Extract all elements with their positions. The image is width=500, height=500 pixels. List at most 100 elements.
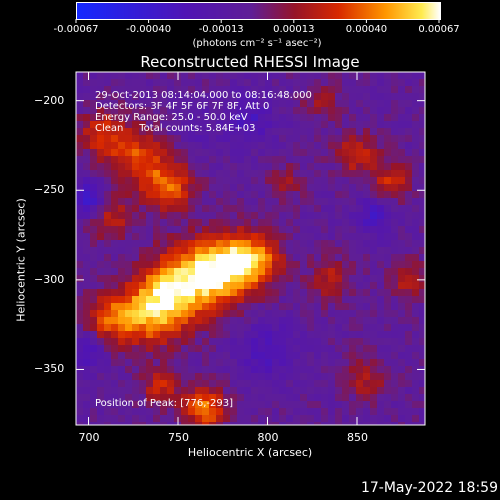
heatmap-cell <box>405 240 413 248</box>
heatmap-cell <box>258 373 266 381</box>
heatmap-cell <box>293 296 301 304</box>
heatmap-cell <box>335 422 343 425</box>
heatmap-cell <box>307 275 315 283</box>
heatmap-cell <box>342 86 350 94</box>
heatmap-cell <box>139 72 147 80</box>
heatmap-cell <box>384 212 392 220</box>
heatmap-cell <box>335 205 343 213</box>
heatmap-cell <box>90 247 98 255</box>
annotation-energy-range: Energy Range: 25.0 - 50.0 keV <box>95 112 248 123</box>
heatmap-cell <box>307 156 315 164</box>
heatmap-cell <box>125 163 133 171</box>
heatmap-cell <box>384 219 392 227</box>
plot-frame <box>75 71 426 426</box>
heatmap-cell <box>90 331 98 339</box>
heatmap-cell <box>174 352 182 360</box>
heatmap-cell <box>307 408 315 416</box>
heatmap-cell <box>153 107 161 115</box>
heatmap-cell <box>118 247 126 255</box>
heatmap-cell <box>167 282 175 290</box>
heatmap-cell <box>139 387 147 395</box>
heatmap-cell <box>237 135 245 143</box>
heatmap-cell <box>146 149 154 157</box>
heatmap-cell <box>237 128 245 136</box>
heatmap-cell <box>188 296 196 304</box>
heatmap-cell <box>412 310 420 318</box>
heatmap-cell <box>419 226 425 234</box>
heatmap-cell <box>405 303 413 311</box>
heatmap-cell <box>118 296 126 304</box>
heatmap-cell <box>174 156 182 164</box>
heatmap-cell <box>104 240 112 248</box>
heatmap-cell <box>244 79 252 87</box>
heatmap-cell <box>104 233 112 241</box>
heatmap-cell <box>146 261 154 269</box>
heatmap-cell <box>265 282 273 290</box>
heatmap-cell <box>356 296 364 304</box>
heatmap-cell <box>349 128 357 136</box>
heatmap-cell <box>321 135 329 143</box>
heatmap-cell <box>97 254 105 262</box>
heatmap-cell <box>349 366 357 374</box>
heatmap-cell <box>314 317 322 325</box>
heatmap-cell <box>349 163 357 171</box>
heatmap-cell <box>363 408 371 416</box>
heatmap-cell <box>265 149 273 157</box>
heatmap-cell <box>370 324 378 332</box>
heatmap-cell <box>97 359 105 367</box>
heatmap-cell <box>363 114 371 122</box>
heatmap-cell <box>328 380 336 388</box>
heatmap-cell <box>244 149 252 157</box>
heatmap-cell <box>363 275 371 283</box>
heatmap-cell <box>321 163 329 171</box>
heatmap-cell <box>139 156 147 164</box>
heatmap-cell <box>321 303 329 311</box>
heatmap-cell <box>370 72 378 80</box>
heatmap-cell <box>188 205 196 213</box>
heatmap-cell <box>202 226 210 234</box>
heatmap-cell <box>160 359 168 367</box>
heatmap-cell <box>139 79 147 87</box>
heatmap-cell <box>104 387 112 395</box>
heatmap-cell <box>391 401 399 409</box>
heatmap-cell <box>342 394 350 402</box>
heatmap-cell <box>377 345 385 353</box>
heatmap-cell <box>160 79 168 87</box>
heatmap-cell <box>307 282 315 290</box>
heatmap-cell <box>286 100 294 108</box>
heatmap-cell <box>230 401 238 409</box>
heatmap-cell <box>104 184 112 192</box>
heatmap-cell <box>83 205 91 213</box>
heatmap-cell <box>342 212 350 220</box>
heatmap-cell <box>356 121 364 129</box>
heatmap-cell <box>132 408 140 416</box>
heatmap-cell <box>111 303 119 311</box>
heatmap-cell <box>335 394 343 402</box>
heatmap-cell <box>146 373 154 381</box>
heatmap-cell <box>293 177 301 185</box>
heatmap-cell <box>328 401 336 409</box>
heatmap-cell <box>251 93 259 101</box>
heatmap-cell <box>265 170 273 178</box>
heatmap-cell <box>251 121 259 129</box>
heatmap-cell <box>398 107 406 115</box>
heatmap-cell <box>342 415 350 423</box>
heatmap-cell <box>286 359 294 367</box>
heatmap-cell <box>356 86 364 94</box>
heatmap-cell <box>342 387 350 395</box>
heatmap-cell <box>391 219 399 227</box>
heatmap-cell <box>314 100 322 108</box>
heatmap-cell <box>363 72 371 80</box>
heatmap-cell <box>104 422 112 425</box>
heatmap-cell <box>216 261 224 269</box>
heatmap-cell <box>384 233 392 241</box>
heatmap-cell <box>174 107 182 115</box>
heatmap-cell <box>321 191 329 199</box>
heatmap-cell <box>223 394 231 402</box>
heatmap-cell <box>279 275 287 283</box>
heatmap-cell <box>300 408 308 416</box>
heatmap-cell <box>321 177 329 185</box>
heatmap-cell <box>195 247 203 255</box>
heatmap-cell <box>272 86 280 94</box>
heatmap-cell <box>335 289 343 297</box>
